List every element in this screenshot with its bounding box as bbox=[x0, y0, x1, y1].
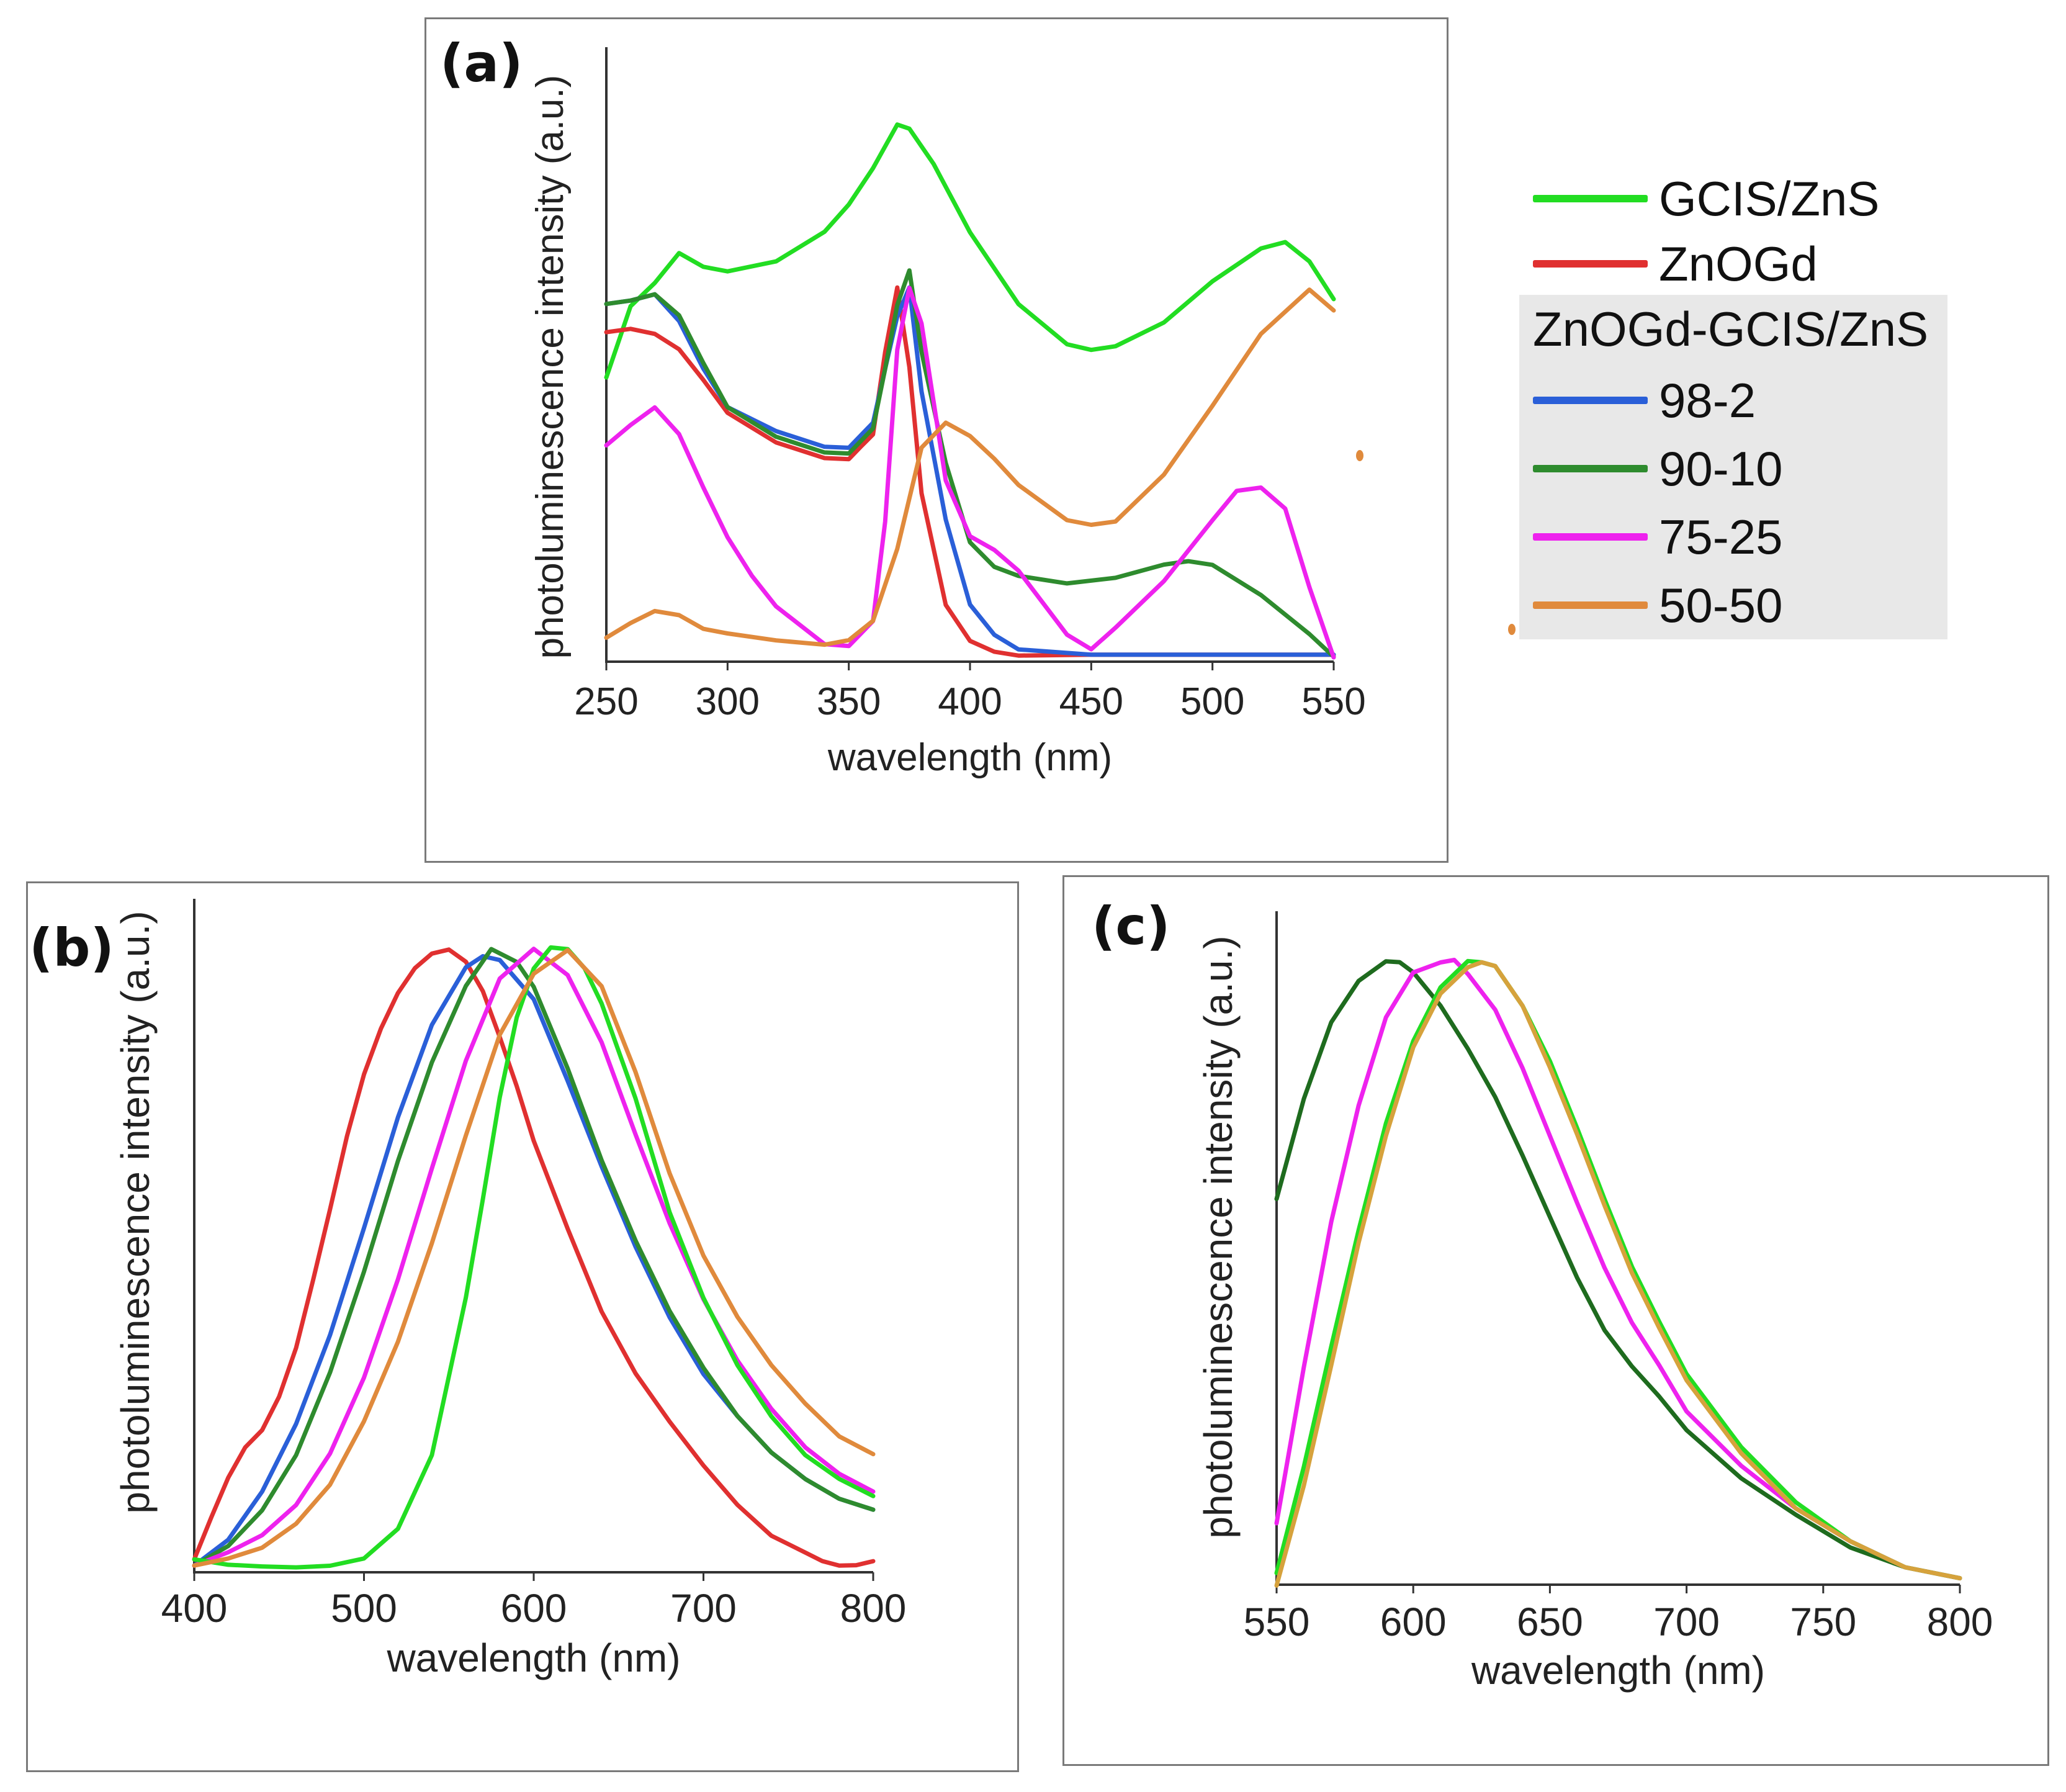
legend-swatch bbox=[1533, 260, 1648, 268]
legend-item-98-2: 98-2 bbox=[1514, 369, 1756, 431]
panel-label-a: (a) bbox=[440, 33, 523, 94]
series-line-50-50 bbox=[192, 948, 876, 1568]
legend-item-50-50: 50-50 bbox=[1514, 574, 1783, 636]
x-tick-label: 700 bbox=[670, 1586, 737, 1631]
y-axis-label: photoluminescence intensity (a.u.) bbox=[113, 911, 158, 1513]
series-line-gcis-zns bbox=[604, 122, 1336, 380]
series-line-50-50 bbox=[1274, 960, 1962, 1588]
x-tick-label: 600 bbox=[501, 1586, 567, 1631]
series-line-znogd bbox=[192, 947, 876, 1568]
legend-label: 98-2 bbox=[1659, 372, 1756, 428]
panel-c: 550 600 650 700 750 800 wavelength (nm) photolu… bbox=[1062, 875, 2049, 1766]
y-axis-label: photoluminescence intensity (a.u.) bbox=[1196, 935, 1241, 1538]
x-tick-label: 550 bbox=[1301, 680, 1365, 723]
chart-a: 250 300 350 400 450 500 550 wavelength (nm) phot… bbox=[529, 47, 1366, 779]
series-line-90-10 bbox=[1274, 959, 1962, 1581]
legend-item-gcis-zns: GCIS/ZnS bbox=[1514, 168, 1879, 230]
x-tick-label: 250 bbox=[574, 680, 638, 723]
series-line-75-25 bbox=[192, 947, 876, 1568]
legend-swatch bbox=[1533, 397, 1648, 404]
legend-label: GCIS/ZnS bbox=[1659, 171, 1880, 226]
series-line-50-50 bbox=[604, 287, 1336, 647]
legend-swatch bbox=[1533, 195, 1648, 202]
series-line-75-25 bbox=[1274, 958, 1962, 1581]
x-tick-label: 450 bbox=[1059, 680, 1123, 723]
x-tick-label: 600 bbox=[1380, 1600, 1447, 1644]
legend-swatch bbox=[1533, 601, 1648, 609]
x-tick-label: 400 bbox=[161, 1586, 228, 1631]
x-tick-label: 500 bbox=[331, 1586, 397, 1631]
series-line-90-10 bbox=[192, 947, 876, 1568]
legend-label: 50-50 bbox=[1659, 577, 1783, 633]
series-line-gcis-zns bbox=[192, 945, 876, 1570]
x-tick-label: 800 bbox=[1927, 1600, 1993, 1644]
x-tick-label: 500 bbox=[1180, 680, 1244, 723]
x-tick-label: 550 bbox=[1244, 1600, 1310, 1644]
legend-label: 90-10 bbox=[1659, 441, 1783, 496]
speck-mark bbox=[1356, 450, 1363, 461]
panel-a: 250 300 350 400 450 500 550 wavelength (nm) phot… bbox=[424, 17, 1448, 863]
x-tick-label: 350 bbox=[817, 680, 881, 723]
legend-item-90-10: 90-10 bbox=[1514, 438, 1783, 500]
y-axis-label: photoluminescence intensity (a.u.) bbox=[529, 75, 572, 659]
legend: GCIS/ZnS ZnOGd ZnOGd-GCIS/ZnS 98-2 90-10… bbox=[1514, 168, 1949, 639]
panel-label-c: (c) bbox=[1092, 896, 1170, 957]
panel-label-b: (b) bbox=[29, 917, 114, 978]
legend-item-75-25: 75-25 bbox=[1514, 506, 1783, 568]
x-tick-label: 400 bbox=[938, 680, 1002, 723]
x-tick-label: 750 bbox=[1790, 1600, 1856, 1644]
chart-b: 400 500 600 700 800 wavelength (nm) photolumin… bbox=[113, 899, 907, 1680]
x-tick-label: 650 bbox=[1517, 1600, 1583, 1644]
x-axis-label: wavelength (nm) bbox=[827, 736, 1112, 779]
series-line-98-2 bbox=[604, 285, 1336, 657]
series-line-gcis-zns bbox=[1274, 958, 1962, 1581]
chart-c: 550 600 650 700 750 800 wavelength (nm) photolu… bbox=[1196, 911, 1993, 1693]
speck-mark bbox=[1508, 624, 1516, 635]
legend-group-title: ZnOGd-GCIS/ZnS bbox=[1533, 302, 1929, 356]
panel-b: 400 500 600 700 800 wavelength (nm) photolumin… bbox=[26, 881, 1019, 1772]
x-tick-label: 300 bbox=[696, 680, 760, 723]
legend-label: ZnOGd bbox=[1659, 236, 1818, 291]
x-axis-label: wavelength (nm) bbox=[1471, 1648, 1765, 1693]
legend-label: 75-25 bbox=[1659, 509, 1783, 564]
legend-swatch bbox=[1533, 533, 1648, 541]
x-tick-label: 800 bbox=[840, 1586, 907, 1631]
legend-swatch bbox=[1533, 465, 1648, 472]
x-tick-label: 700 bbox=[1653, 1600, 1720, 1644]
legend-item-znogd: ZnOGd bbox=[1514, 233, 1818, 295]
series-line-75-25 bbox=[604, 286, 1336, 660]
x-axis-label: wavelength (nm) bbox=[386, 1636, 680, 1680]
series-line-98-2 bbox=[192, 954, 876, 1568]
